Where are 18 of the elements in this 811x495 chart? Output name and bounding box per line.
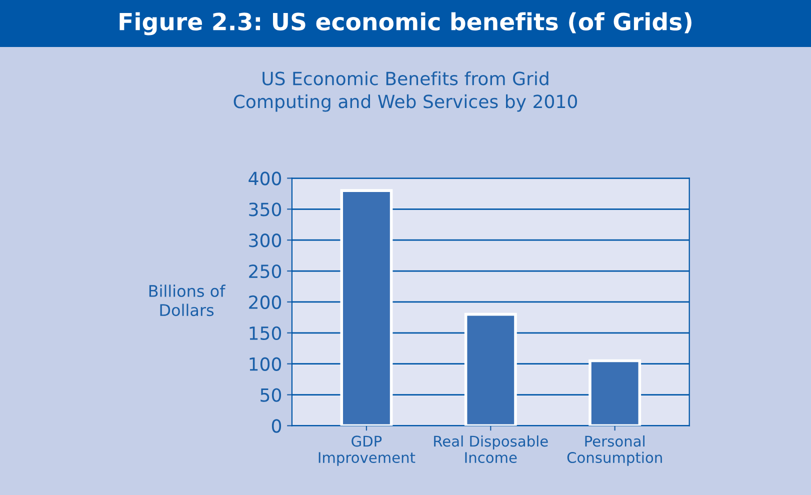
y-tick-label: 300: [249, 234, 282, 248]
y-tick-label: 0: [272, 419, 282, 433]
bar: [464, 312, 517, 426]
x-tick-label: Personal Consumption: [567, 435, 662, 466]
x-tick-label: GDP Improvement: [318, 436, 416, 466]
bar: [588, 359, 642, 426]
y-tick-label: 400: [248, 172, 282, 186]
x-tick-label: Real Disposable Income: [434, 435, 548, 464]
y-tick-label: 100: [250, 357, 282, 371]
chart-subtitle: US Economic Benefits from Grid Computing and Web Services by 2010: [234, 71, 577, 112]
y-tick-label: 150: [250, 326, 282, 340]
y-tick-label: 50: [260, 388, 282, 402]
y-tick-label: 250: [249, 264, 282, 278]
y-axis-title: Billions of Dollars: [149, 284, 226, 316]
y-tick-label: 350: [249, 202, 282, 216]
bar: [340, 189, 393, 426]
y-tick-label: 200: [249, 295, 282, 310]
chart-title: Figure 2.3: US economic benefits (of Grids): [120, 12, 692, 36]
